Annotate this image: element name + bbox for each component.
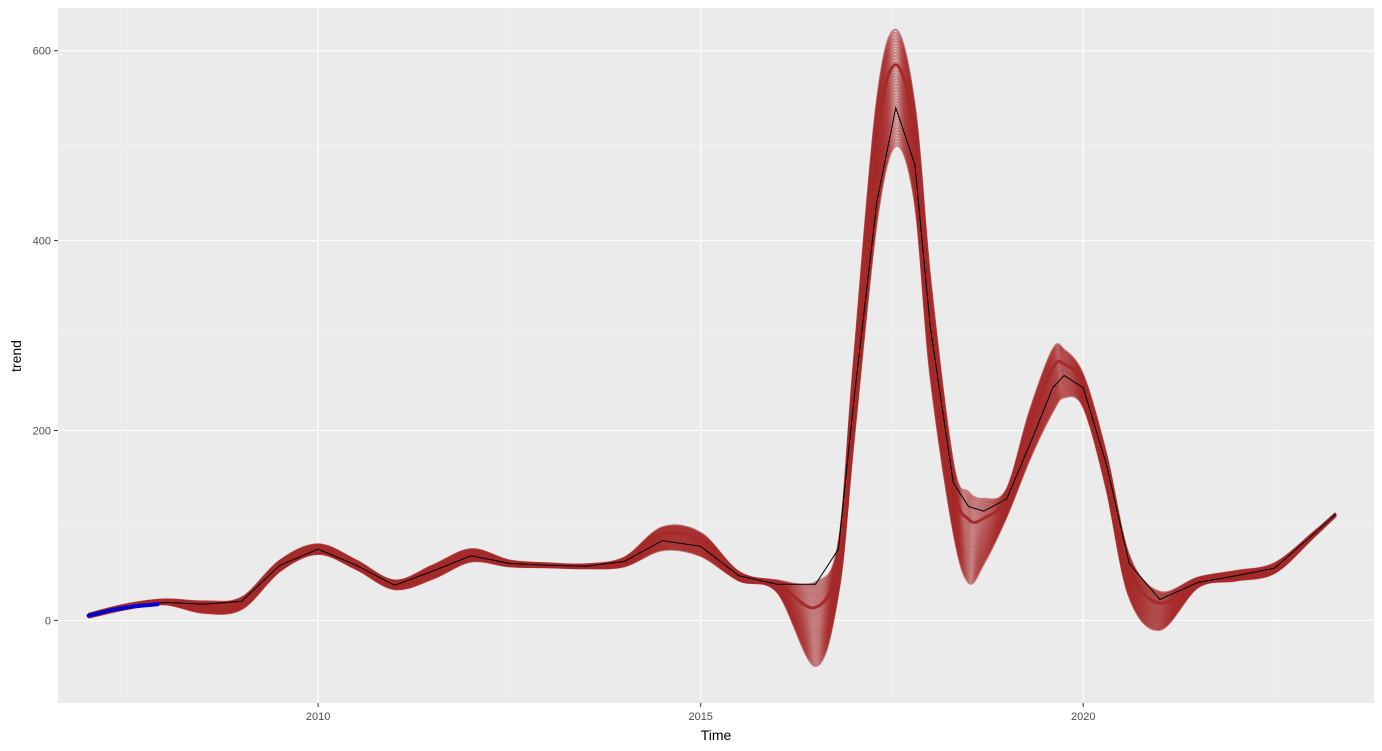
y-tick-label: 0 [45,615,51,627]
x-axis-title: Time [701,727,732,743]
fitted-curve [88,28,1337,615]
y-tick-label: 600 [33,46,51,58]
chart-marks [86,28,1337,668]
x-tick-label: 2020 [1071,711,1095,723]
x-tick-label: 2010 [306,711,330,723]
initial-segment-line [86,602,160,618]
axes: 2010 2015 2020 0 200 400 600 [33,46,1096,723]
plot-panel [58,8,1374,703]
x-tick-label: 2015 [688,711,712,723]
y-axis-title: trend [8,340,24,372]
trend-line [88,105,1337,617]
y-tick-label: 400 [33,236,51,248]
y-tick-label: 200 [33,426,51,438]
